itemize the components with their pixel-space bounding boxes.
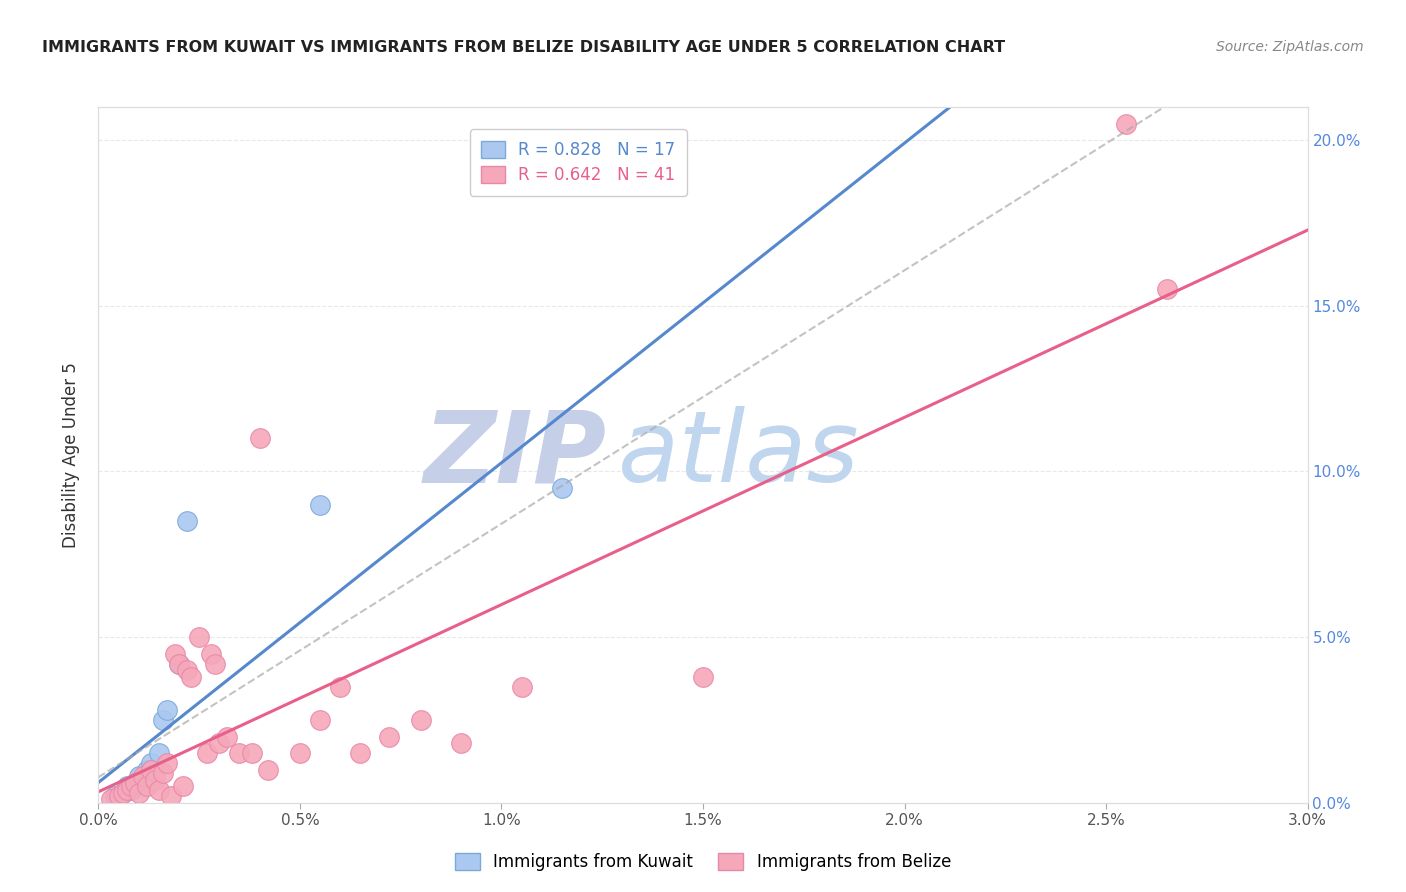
Point bbox=[139, 763, 162, 777]
Point bbox=[349, 746, 371, 760]
Point bbox=[288, 746, 311, 760]
Legend: R = 0.828   N = 17, R = 0.642   N = 41: R = 0.828 N = 17, R = 0.642 N = 41 bbox=[470, 129, 686, 195]
Point bbox=[128, 786, 150, 800]
Point bbox=[256, 763, 278, 777]
Point bbox=[450, 736, 472, 750]
Point bbox=[120, 782, 142, 797]
Point bbox=[249, 431, 271, 445]
Point bbox=[167, 657, 190, 671]
Point bbox=[111, 786, 134, 800]
Point bbox=[120, 779, 142, 793]
Point bbox=[143, 772, 166, 787]
Point bbox=[176, 514, 198, 528]
Point bbox=[228, 746, 250, 760]
Point bbox=[124, 776, 146, 790]
Text: Source: ZipAtlas.com: Source: ZipAtlas.com bbox=[1216, 40, 1364, 54]
Point bbox=[152, 713, 174, 727]
Point bbox=[124, 776, 146, 790]
Point bbox=[156, 703, 179, 717]
Text: ZIP: ZIP bbox=[423, 407, 606, 503]
Point bbox=[208, 736, 231, 750]
Point bbox=[135, 779, 157, 793]
Y-axis label: Disability Age Under 5: Disability Age Under 5 bbox=[62, 362, 80, 548]
Point bbox=[1115, 117, 1137, 131]
Point bbox=[167, 657, 190, 671]
Point bbox=[510, 680, 533, 694]
Text: atlas: atlas bbox=[619, 407, 860, 503]
Point bbox=[180, 670, 202, 684]
Point bbox=[309, 713, 332, 727]
Point bbox=[107, 789, 129, 804]
Point bbox=[156, 756, 179, 770]
Point bbox=[128, 769, 150, 783]
Point bbox=[152, 766, 174, 780]
Point bbox=[115, 779, 138, 793]
Point bbox=[1156, 282, 1178, 296]
Point bbox=[103, 789, 125, 804]
Point bbox=[329, 680, 352, 694]
Point bbox=[135, 763, 157, 777]
Point bbox=[377, 730, 399, 744]
Point bbox=[217, 730, 239, 744]
Point bbox=[240, 746, 263, 760]
Point bbox=[195, 746, 218, 760]
Point bbox=[163, 647, 186, 661]
Point bbox=[115, 782, 138, 797]
Point bbox=[132, 772, 155, 787]
Legend: Immigrants from Kuwait, Immigrants from Belize: Immigrants from Kuwait, Immigrants from … bbox=[447, 845, 959, 880]
Point bbox=[176, 663, 198, 677]
Text: IMMIGRANTS FROM KUWAIT VS IMMIGRANTS FROM BELIZE DISABILITY AGE UNDER 5 CORRELAT: IMMIGRANTS FROM KUWAIT VS IMMIGRANTS FRO… bbox=[42, 40, 1005, 55]
Point bbox=[551, 481, 574, 495]
Point bbox=[160, 789, 183, 804]
Point bbox=[143, 766, 166, 780]
Point bbox=[409, 713, 432, 727]
Point bbox=[204, 657, 226, 671]
Point bbox=[139, 756, 162, 770]
Point bbox=[111, 786, 134, 800]
Point bbox=[200, 647, 222, 661]
Point bbox=[309, 498, 332, 512]
Point bbox=[148, 782, 170, 797]
Point bbox=[148, 746, 170, 760]
Point bbox=[132, 769, 155, 783]
Point bbox=[692, 670, 714, 684]
Point bbox=[172, 779, 194, 793]
Point bbox=[100, 792, 122, 806]
Point bbox=[188, 630, 211, 644]
